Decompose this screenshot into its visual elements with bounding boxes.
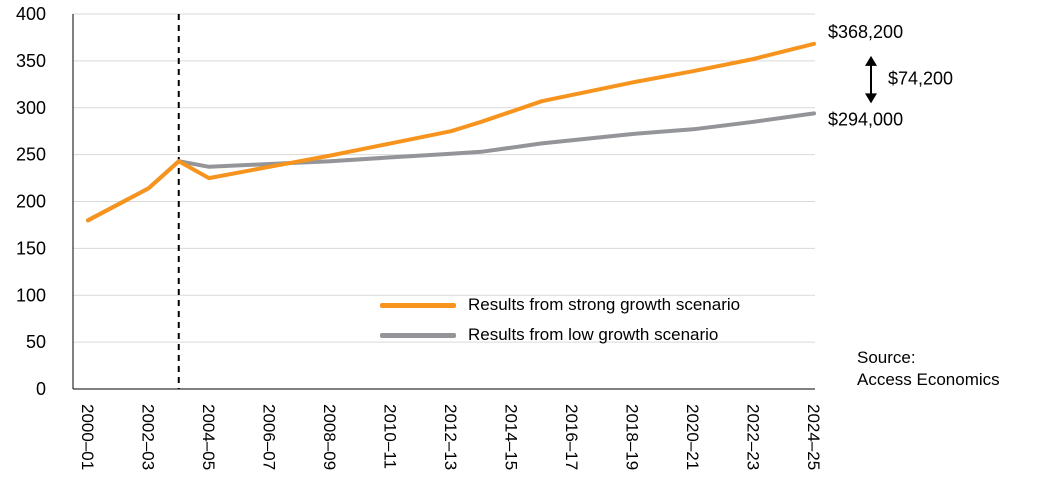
y-tick-label-0: 0	[36, 379, 46, 399]
y-tick-label-150: 150	[16, 238, 46, 258]
arrow-head-up	[865, 55, 877, 66]
x-tick-label-2008–09: 2008–09	[320, 404, 339, 470]
x-tick-label-2024–25: 2024–25	[804, 404, 823, 470]
strong-end-value-label: $368,200	[828, 22, 903, 42]
source-name: Access Economics	[857, 370, 1000, 389]
legend-label-strong: Results from strong growth scenario	[468, 295, 741, 314]
y-axis-ticks: 0 50 100 150 200 250 300 350 400	[16, 4, 46, 399]
x-tick-label-2002–03: 2002–03	[139, 404, 158, 470]
x-tick-label-2004–05: 2004–05	[199, 404, 218, 470]
x-tick-label-2000–01: 2000–01	[78, 404, 97, 470]
difference-value-label: $74,200	[888, 69, 953, 89]
y-tick-label-400: 400	[16, 4, 46, 24]
y-tick-label-300: 300	[16, 98, 46, 118]
series-line-strong	[86, 41, 816, 223]
x-tick-label-2014–15: 2014–15	[502, 404, 521, 470]
series-lines	[86, 41, 816, 223]
x-tick-label-2018–19: 2018–19	[623, 404, 642, 470]
y-tick-label-100: 100	[16, 285, 46, 305]
x-tick-label-2022–23: 2022–23	[744, 404, 763, 470]
double-arrow-icon	[865, 55, 877, 104]
source-note: Source: Access Economics	[857, 347, 1000, 391]
y-tick-label-250: 250	[16, 145, 46, 165]
legend-swatch-low	[380, 332, 456, 338]
x-tick-label-2012–13: 2012–13	[441, 404, 460, 470]
x-tick-label-2016–17: 2016–17	[562, 404, 581, 470]
legend-item-low: Results from low growth scenario	[380, 320, 740, 350]
legend-item-strong: Results from strong growth scenario	[380, 290, 740, 320]
low-end-value-label: $294,000	[828, 109, 903, 129]
x-tick-label-2010–11: 2010–11	[381, 404, 400, 469]
legend-swatch-strong	[380, 302, 456, 308]
x-tick-label-2006–07: 2006–07	[260, 404, 279, 470]
legend-label-low: Results from low growth scenario	[468, 325, 719, 344]
legend: Results from strong growth scenario Resu…	[380, 290, 740, 350]
x-tick-label-2020–21: 2020–21	[683, 404, 702, 470]
y-tick-label-350: 350	[16, 51, 46, 71]
x-axis-ticks: 2000–01 2002–03 2004–05 2006–07 2008–09 2010–…	[78, 404, 823, 470]
arrow-head-down	[865, 93, 877, 104]
source-label: Source:	[857, 348, 916, 367]
y-tick-label-50: 50	[26, 332, 46, 352]
y-tick-label-200: 200	[16, 192, 46, 212]
